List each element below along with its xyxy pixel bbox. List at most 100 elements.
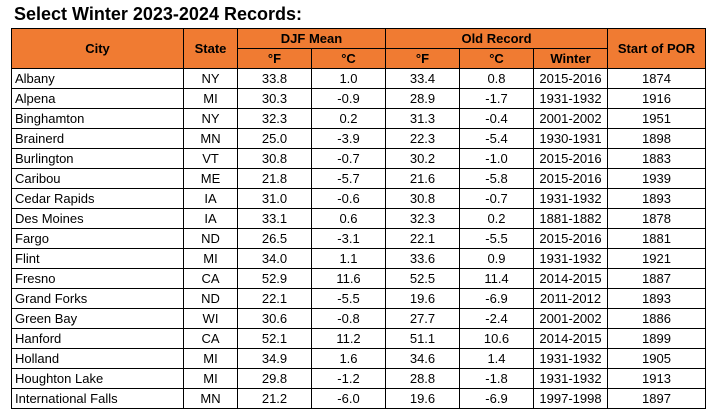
cell-old-f: 28.9	[385, 88, 460, 109]
cell-old-f: 52.5	[385, 268, 460, 289]
cell-old-c: -2.4	[459, 308, 534, 329]
cell-old-c: -1.7	[459, 88, 534, 109]
header-start-of-por: Start of POR	[607, 28, 706, 69]
cell-start-of-por: 1881	[607, 228, 706, 249]
cell-old-f: 51.1	[385, 328, 460, 349]
cell-old-f: 34.6	[385, 348, 460, 369]
cell-winter: 2001-2002	[533, 308, 608, 329]
cell-start-of-por: 1898	[607, 128, 706, 149]
cell-winter: 1931-1932	[533, 88, 608, 109]
cell-winter: 2015-2016	[533, 228, 608, 249]
table-row: Caribou ME 21.8 -5.7 21.6 -5.8 2015-2016 1939	[11, 168, 706, 189]
cell-start-of-por: 1905	[607, 348, 706, 369]
cell-winter: 2001-2002	[533, 108, 608, 129]
cell-winter: 2015-2016	[533, 168, 608, 189]
table-row: Flint MI 34.0 1.1 33.6 0.9 1931-1932 1921	[11, 248, 706, 269]
cell-winter: 1931-1932	[533, 368, 608, 389]
cell-start-of-por: 1887	[607, 268, 706, 289]
cell-state: VT	[183, 148, 238, 169]
cell-old-c: 0.2	[459, 208, 534, 229]
cell-mean-f: 52.1	[237, 328, 312, 349]
table-row: Fresno CA 52.9 11.6 52.5 11.4 2014-2015 1887	[11, 268, 706, 289]
cell-old-c: 0.8	[459, 68, 534, 89]
cell-start-of-por: 1916	[607, 88, 706, 109]
table-body: Albany NY 33.8 1.0 33.4 0.8 2015-2016 1874 Alpen…	[11, 68, 706, 409]
table-row: Cedar Rapids IA 31.0 -0.6 30.8 -0.7 1931-1932 1…	[11, 188, 706, 209]
header-mean-f: °F	[237, 48, 312, 69]
cell-mean-f: 26.5	[237, 228, 312, 249]
cell-mean-f: 52.9	[237, 268, 312, 289]
cell-winter: 1931-1932	[533, 188, 608, 209]
cell-mean-c: -6.0	[311, 388, 386, 409]
cell-old-c: 11.4	[459, 268, 534, 289]
table-row: Hanford CA 52.1 11.2 51.1 10.6 2014-2015 1899	[11, 328, 706, 349]
table-row: Houghton Lake MI 29.8 -1.2 28.8 -1.8 1931-1932…	[11, 368, 706, 389]
cell-start-of-por: 1951	[607, 108, 706, 129]
cell-old-c: -5.5	[459, 228, 534, 249]
cell-mean-f: 22.1	[237, 288, 312, 309]
cell-old-c: 0.9	[459, 248, 534, 269]
cell-old-f: 28.8	[385, 368, 460, 389]
cell-winter: 2015-2016	[533, 148, 608, 169]
cell-city: Fresno	[11, 268, 184, 289]
cell-city: Brainerd	[11, 128, 184, 149]
cell-city: Binghamton	[11, 108, 184, 129]
cell-winter: 1930-1931	[533, 128, 608, 149]
cell-state: MN	[183, 128, 238, 149]
header-winter: Winter	[533, 48, 608, 69]
cell-old-c: -1.0	[459, 148, 534, 169]
cell-mean-f: 33.1	[237, 208, 312, 229]
cell-mean-c: 1.1	[311, 248, 386, 269]
cell-start-of-por: 1921	[607, 248, 706, 269]
header-row-top: City State DJF Mean Old Record Start of …	[11, 28, 706, 69]
cell-old-f: 21.6	[385, 168, 460, 189]
cell-old-c: -5.8	[459, 168, 534, 189]
cell-mean-f: 33.8	[237, 68, 312, 89]
cell-start-of-por: 1893	[607, 288, 706, 309]
table-row: International Falls MN 21.2 -6.0 19.6 -6.9 199…	[11, 388, 706, 409]
cell-start-of-por: 1874	[607, 68, 706, 89]
cell-state: MN	[183, 388, 238, 409]
cell-start-of-por: 1883	[607, 148, 706, 169]
cell-old-f: 30.8	[385, 188, 460, 209]
cell-old-c: -6.9	[459, 388, 534, 409]
cell-state: MI	[183, 368, 238, 389]
table-row: Grand Forks ND 22.1 -5.5 19.6 -6.9 2011-2012 18…	[11, 288, 706, 309]
cell-start-of-por: 1893	[607, 188, 706, 209]
header-city: City	[11, 28, 184, 69]
cell-old-c: -0.7	[459, 188, 534, 209]
cell-old-f: 31.3	[385, 108, 460, 129]
table-row: Fargo ND 26.5 -3.1 22.1 -5.5 2015-2016 1881	[11, 228, 706, 249]
cell-old-f: 30.2	[385, 148, 460, 169]
cell-mean-c: 1.0	[311, 68, 386, 89]
cell-state: NY	[183, 68, 238, 89]
cell-mean-c: -0.9	[311, 88, 386, 109]
cell-start-of-por: 1897	[607, 388, 706, 409]
cell-city: International Falls	[11, 388, 184, 409]
cell-mean-f: 34.9	[237, 348, 312, 369]
cell-old-f: 33.4	[385, 68, 460, 89]
cell-old-f: 32.3	[385, 208, 460, 229]
records-table: City State DJF Mean Old Record Start of …	[11, 28, 706, 409]
header-djf-mean: DJF Mean	[237, 28, 386, 49]
header-old-c: °C	[459, 48, 534, 69]
cell-mean-c: 0.6	[311, 208, 386, 229]
table-row: Albany NY 33.8 1.0 33.4 0.8 2015-2016 1874	[11, 68, 706, 89]
cell-mean-f: 25.0	[237, 128, 312, 149]
cell-winter: 2015-2016	[533, 68, 608, 89]
cell-state: IA	[183, 208, 238, 229]
cell-start-of-por: 1886	[607, 308, 706, 329]
cell-old-f: 22.3	[385, 128, 460, 149]
table-row: Des Moines IA 33.1 0.6 32.3 0.2 1881-1882 1878	[11, 208, 706, 229]
header-old-f: °F	[385, 48, 460, 69]
header-old-record: Old Record	[385, 28, 608, 49]
cell-mean-c: -5.7	[311, 168, 386, 189]
cell-state: CA	[183, 328, 238, 349]
cell-state: CA	[183, 268, 238, 289]
cell-city: Hanford	[11, 328, 184, 349]
cell-mean-c: -3.9	[311, 128, 386, 149]
cell-old-c: -1.8	[459, 368, 534, 389]
cell-old-c: 10.6	[459, 328, 534, 349]
page-title: Select Winter 2023-2024 Records:	[14, 4, 302, 24]
cell-mean-c: -1.2	[311, 368, 386, 389]
